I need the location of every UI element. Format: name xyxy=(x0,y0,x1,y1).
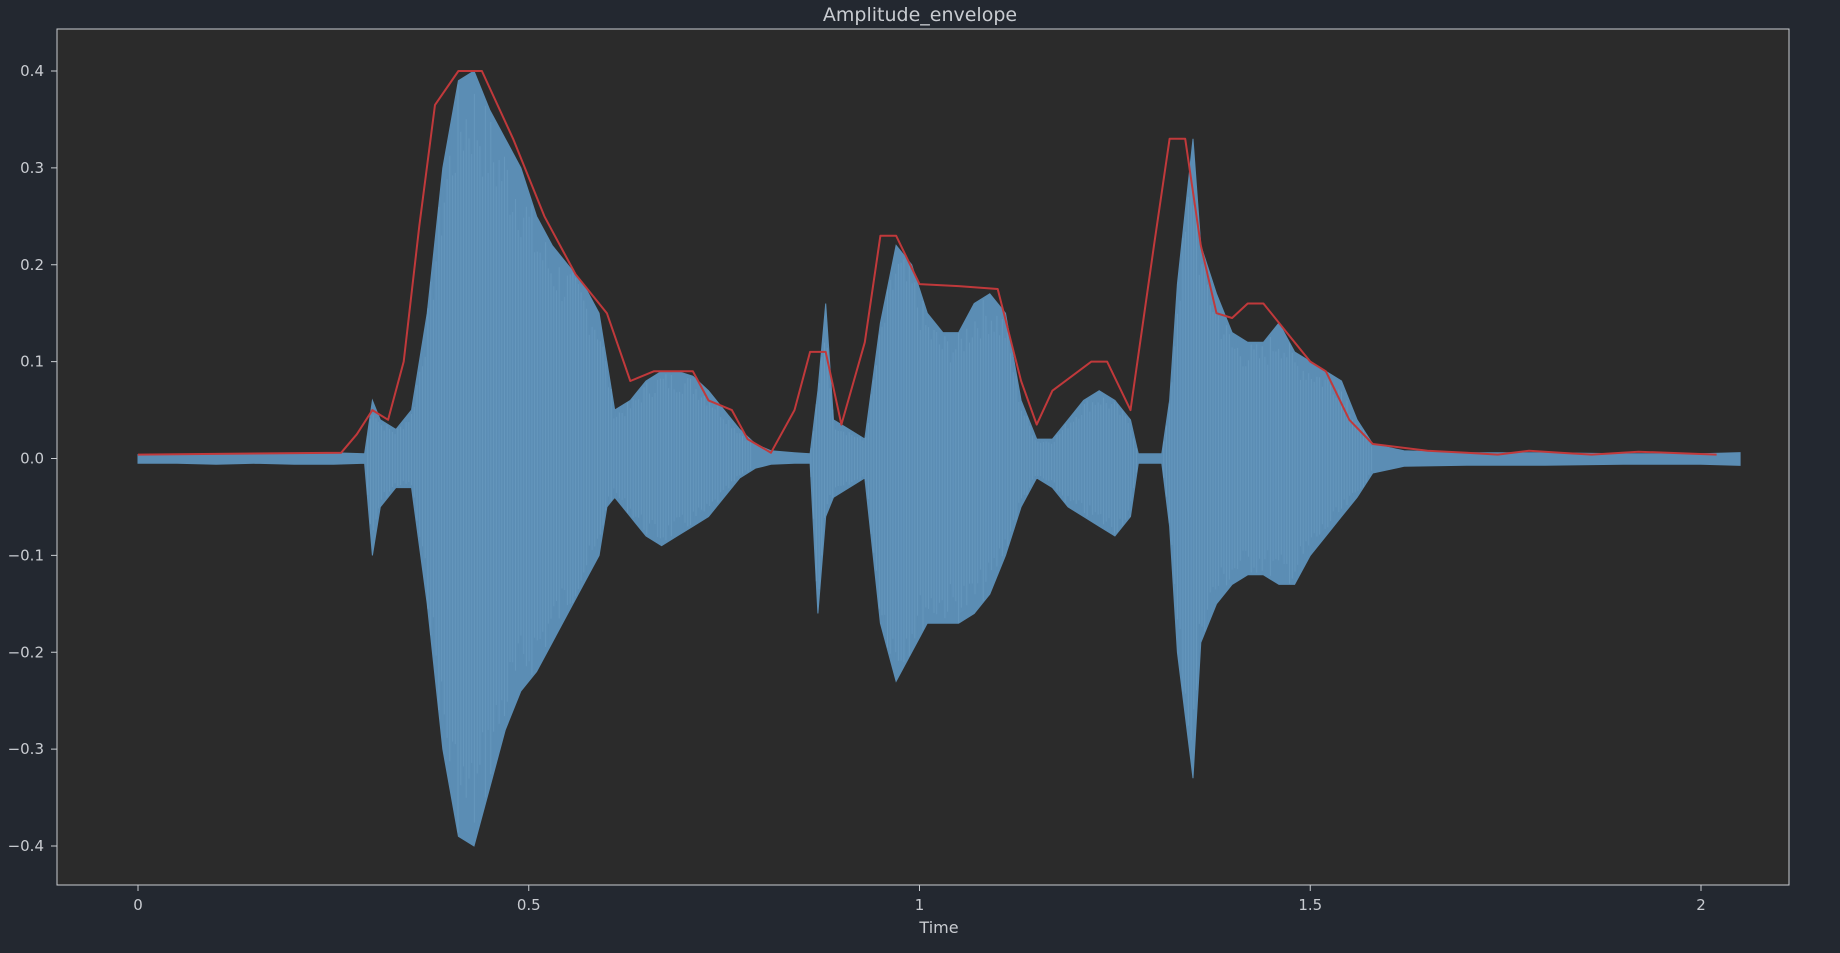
x-tick-label: 1.5 xyxy=(1298,896,1322,914)
y-tick-label: −0.4 xyxy=(8,837,44,855)
x-tick-label: 0 xyxy=(133,896,143,914)
y-tick-label: 0.3 xyxy=(20,159,44,177)
envelope-line xyxy=(137,70,1717,456)
y-axis: 0.4 0.3 0.2 0.1 0.0 −0.1 −0.2 −0.3 −0.4 xyxy=(8,62,57,855)
y-tick-label: −0.1 xyxy=(8,546,44,564)
x-tick-label: 0.5 xyxy=(517,896,541,914)
envelope-layer xyxy=(137,70,1717,456)
x-axis-label: Time xyxy=(918,918,958,937)
y-tick-label: −0.3 xyxy=(8,740,44,758)
y-tick-label: 0.2 xyxy=(20,256,44,274)
y-tick-label: −0.2 xyxy=(8,643,44,661)
y-tick-label: 0.0 xyxy=(20,450,44,468)
waveform-striations xyxy=(367,84,1373,833)
chart-title: Amplitude_envelope xyxy=(823,4,1017,26)
x-tick-label: 2 xyxy=(1696,896,1706,914)
x-axis: 0 0.5 1 1.5 2 xyxy=(133,885,1706,914)
y-tick-label: 0.4 xyxy=(20,62,44,80)
y-tick-label: 0.1 xyxy=(20,353,44,371)
x-tick-label: 1 xyxy=(915,896,925,914)
waveform-layer xyxy=(137,70,1741,847)
